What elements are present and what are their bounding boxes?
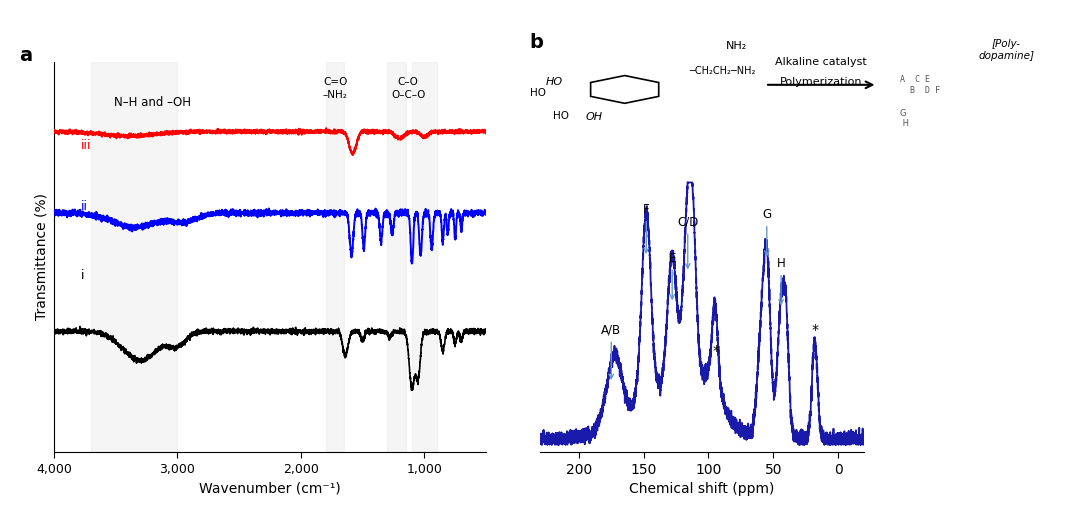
Text: E: E: [669, 252, 676, 299]
Bar: [411, 62, 436, 452]
Bar: [325, 62, 345, 452]
Text: G
 H: G H: [900, 109, 909, 128]
Text: b: b: [529, 33, 543, 52]
Text: F: F: [643, 203, 649, 253]
Text: OH: OH: [585, 112, 603, 122]
Text: N–H and –OH: N–H and –OH: [114, 97, 191, 109]
Y-axis label: Transmittance (%): Transmittance (%): [35, 193, 49, 321]
Text: C=O
–NH₂: C=O –NH₂: [323, 77, 348, 100]
Text: iii: iii: [81, 139, 92, 153]
Text: a: a: [19, 46, 32, 65]
Text: Alkaline catalyst: Alkaline catalyst: [775, 57, 867, 67]
Text: ─CH₂CH₂─NH₂: ─CH₂CH₂─NH₂: [689, 66, 756, 76]
X-axis label: Chemical shift (ppm): Chemical shift (ppm): [630, 482, 774, 497]
Text: i: i: [81, 268, 84, 282]
Text: A/B: A/B: [602, 324, 621, 379]
Text: HO: HO: [553, 111, 568, 121]
Text: C–O
O–C–O: C–O O–C–O: [391, 77, 426, 100]
Text: *: *: [811, 323, 819, 337]
Text: G: G: [762, 208, 771, 255]
X-axis label: Wavenumber (cm⁻¹): Wavenumber (cm⁻¹): [199, 481, 341, 495]
Text: [Poly-
dopamine]: [Poly- dopamine]: [978, 39, 1035, 61]
Text: ii: ii: [81, 200, 89, 213]
Bar: [388, 62, 406, 452]
Text: C/D: C/D: [677, 216, 699, 268]
Text: HO: HO: [530, 87, 546, 98]
Text: HO: HO: [546, 77, 563, 87]
Text: *: *: [713, 344, 719, 358]
Text: H: H: [777, 257, 785, 304]
Text: A  C E
  B  D F: A C E B D F: [900, 75, 940, 95]
Bar: [91, 62, 177, 452]
Text: NH₂: NH₂: [726, 41, 747, 51]
Text: Polymerization: Polymerization: [780, 77, 863, 87]
